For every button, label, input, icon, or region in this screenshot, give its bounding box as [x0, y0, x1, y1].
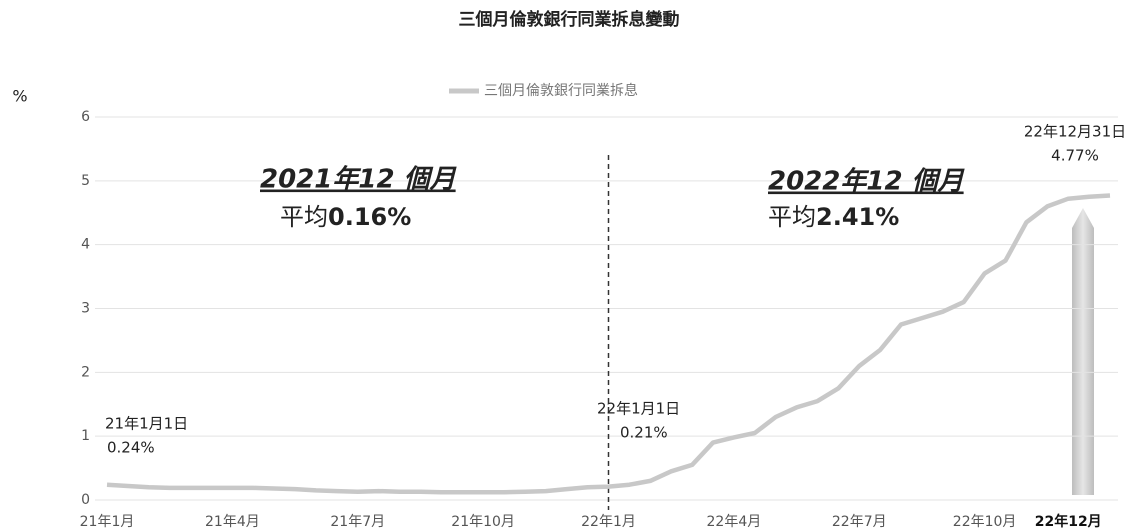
average-label: 平均0.16%	[280, 203, 411, 231]
y-tick-label: 3	[81, 301, 90, 317]
x-tick-label: 21年10月	[451, 514, 515, 530]
x-tick-label: 22年12月	[1035, 513, 1102, 530]
period-label: 2022年12 個月	[768, 167, 966, 197]
point-value: 0.24%	[107, 439, 155, 457]
average-value: 2.41%	[816, 203, 899, 231]
x-tick-label: 21年1月	[80, 514, 135, 530]
y-axis-label: %	[12, 87, 27, 106]
point-value: 4.77%	[1051, 147, 1099, 165]
y-tick-label: 6	[81, 109, 90, 125]
x-tick-label: 21年4月	[205, 514, 260, 530]
point-date: 21年1月1日	[105, 415, 188, 433]
point-date: 22年1月1日	[597, 400, 680, 418]
x-tick-label: 22年7月	[832, 514, 887, 530]
period-label: 2021年12 個月	[260, 165, 458, 195]
point-value: 0.21%	[620, 424, 668, 442]
average-prefix: 平均	[280, 203, 328, 231]
x-tick-label: 22年10月	[953, 514, 1017, 530]
y-tick-label: 5	[81, 173, 90, 189]
y-tick-label: 0	[81, 492, 90, 508]
average-prefix: 平均	[768, 203, 816, 231]
y-tick-label: 4	[81, 237, 90, 253]
data-line	[106, 193, 1111, 495]
average-label: 平均2.41%	[768, 203, 899, 231]
y-tick-label: 1	[81, 428, 90, 444]
x-tick-label: 21年7月	[330, 514, 385, 530]
legend-label: 三個月倫敦銀行同業拆息	[484, 82, 638, 99]
arrow	[1072, 208, 1094, 495]
x-tick-label: 22年4月	[707, 514, 762, 530]
y-tick-label: 2	[81, 364, 90, 380]
average-value: 0.16%	[328, 203, 411, 231]
x-tick-label: 22年1月	[581, 514, 636, 530]
chart-title: 三個月倫敦銀行同業拆息變動	[459, 9, 680, 30]
point-date: 22年12月31日	[1024, 123, 1126, 141]
